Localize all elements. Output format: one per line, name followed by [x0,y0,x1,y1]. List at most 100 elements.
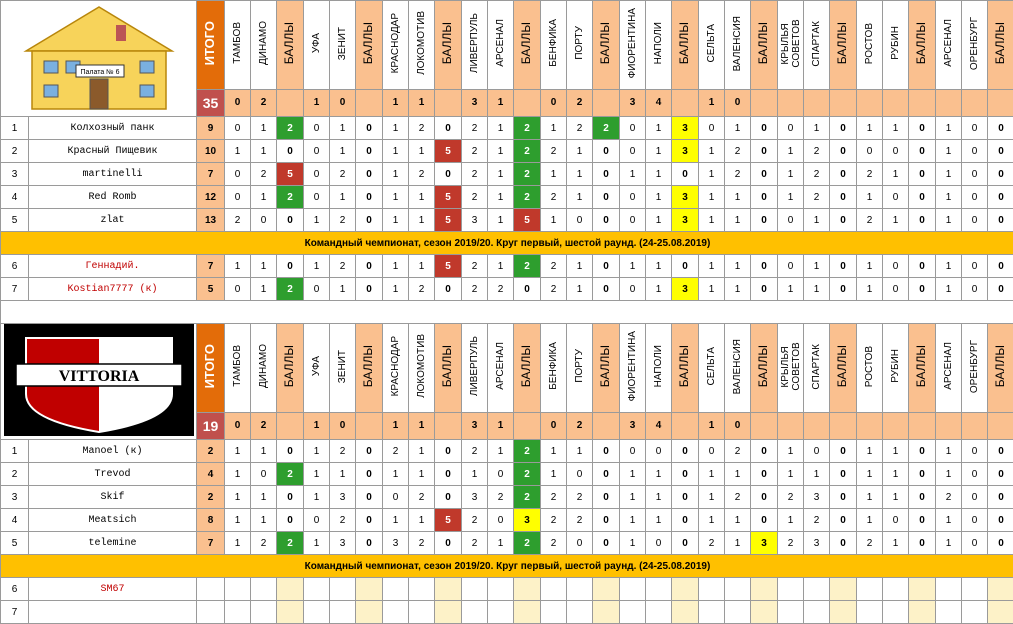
team-name: ПОРТУ [574,349,585,383]
team-name: КРАСНОДАР [390,336,401,396]
prediction-points: 0 [988,186,1013,209]
prediction-away: 1 [567,186,593,209]
empty-cell [672,601,699,624]
prediction-away: 0 [251,209,277,232]
prediction-points: 3 [514,509,541,532]
points-label: БАЛЛЫ [757,345,770,387]
empty-cell [962,578,988,601]
prediction-points: 2 [514,486,541,509]
team-column-header: ОРЕНБУРГ [962,1,988,90]
team-column-header: КРАСНОДАР [383,1,409,90]
points-label: БАЛЛЫ [362,345,375,387]
prediction-points: 3 [672,140,699,163]
prediction-points: 0 [751,440,778,463]
team-column-header: СЕЛЬТА [699,1,725,90]
match-score: 1 [409,412,435,439]
player-number: 2 [1,463,29,486]
empty-cell [883,601,909,624]
team-name: ДИНАМО [258,344,269,388]
prediction-home: 0 [620,140,646,163]
empty-cell [462,601,488,624]
prediction-home: 1 [857,440,883,463]
prediction-points: 0 [356,532,383,555]
prediction-points: 0 [830,209,857,232]
prediction-points: 0 [909,463,936,486]
prediction-points: 0 [830,186,857,209]
prediction-points: 0 [593,140,620,163]
prediction-away: 2 [804,186,830,209]
svg-text:VITTORIA: VITTORIA [58,368,139,385]
prediction-away: 1 [251,278,277,301]
player-total: 7 [197,255,225,278]
prediction-points: 5 [514,209,541,232]
points-label: БАЛЛЫ [994,22,1007,64]
prediction-home: 3 [383,532,409,555]
prediction-points: 0 [356,463,383,486]
points-column-header: БАЛЛЫ [356,324,383,413]
points-label: БАЛЛЫ [836,345,849,387]
prediction-home: 1 [620,255,646,278]
team-column-header: УФА [304,1,330,90]
match-score: 2 [567,89,593,116]
prediction-away: 2 [725,486,751,509]
player-number: 1 [1,440,29,463]
prediction-home: 1 [936,278,962,301]
points-column-header: БАЛЛЫ [830,324,857,413]
prediction-home: 2 [778,486,804,509]
prediction-home: 1 [620,163,646,186]
team-column-header: НАПОЛИ [646,324,672,413]
match-score [962,412,988,439]
prediction-home: 1 [383,509,409,532]
empty-cell [936,578,962,601]
prediction-away: 2 [804,140,830,163]
prediction-away: 0 [962,117,988,140]
prediction-points: 0 [672,163,699,186]
prediction-away: 0 [567,209,593,232]
points-label: БАЛЛЫ [599,22,612,64]
empty-cell [462,578,488,601]
empty-cell [936,601,962,624]
prediction-away: 2 [409,163,435,186]
points-label: БАЛЛЫ [678,22,691,64]
prediction-points: 0 [435,532,462,555]
player-number: 7 [1,601,29,624]
prediction-home: 2 [541,140,567,163]
prediction-home: 1 [541,209,567,232]
prediction-away: 2 [488,486,514,509]
prediction-home: 2 [857,209,883,232]
itogo-header: ИТОГО [197,324,225,413]
prediction-home: 1 [225,463,251,486]
prediction-points: 0 [593,255,620,278]
prediction-home: 0 [304,140,330,163]
prediction-away: 1 [409,463,435,486]
prediction-away: 1 [646,509,672,532]
prediction-away: 2 [409,117,435,140]
prediction-away: 1 [725,117,751,140]
prediction-points: 2 [514,117,541,140]
prediction-home: 1 [383,140,409,163]
team-column-header: ЛИВЕРПУЛЬ [462,1,488,90]
player-number: 6 [1,578,29,601]
prediction-away: 2 [567,117,593,140]
match-score [962,89,988,116]
team-name: СПАРТАК [811,21,822,67]
prediction-away: 1 [804,278,830,301]
prediction-away: 0 [962,163,988,186]
player-name: SM67 [29,578,197,601]
points-spacer [830,412,857,439]
empty-cell [672,578,699,601]
prediction-points: 0 [988,532,1013,555]
match-score: 1 [383,89,409,116]
prediction-away: 1 [883,163,909,186]
prediction-points: 0 [830,117,857,140]
player-name: Red Romb [29,186,197,209]
empty-cell [251,601,277,624]
team-column-header: ТАМБОВ [225,324,251,413]
points-column-header: БАЛЛЫ [988,324,1013,413]
prediction-home: 2 [462,440,488,463]
team-name: ЗЕНИТ [337,350,348,383]
